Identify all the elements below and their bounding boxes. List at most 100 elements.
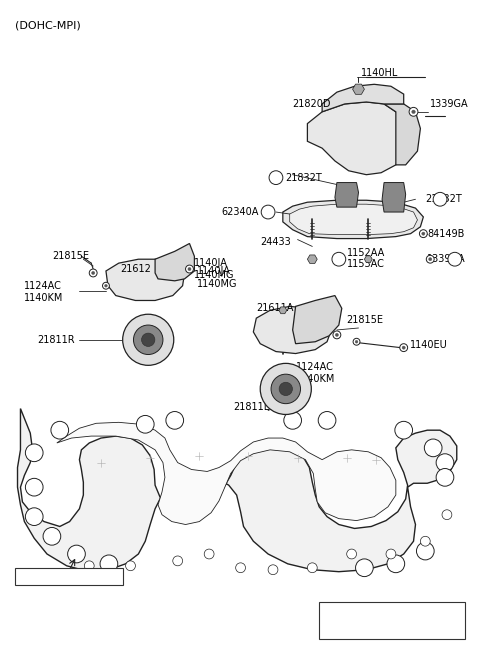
Polygon shape: [17, 409, 457, 572]
Text: 1339GA: 1339GA: [427, 254, 466, 264]
Circle shape: [204, 549, 214, 559]
Polygon shape: [322, 84, 404, 112]
Polygon shape: [283, 200, 423, 238]
Circle shape: [307, 563, 317, 572]
Circle shape: [271, 374, 300, 403]
Circle shape: [123, 314, 174, 365]
Circle shape: [355, 341, 358, 343]
Circle shape: [426, 255, 434, 263]
Text: 21612: 21612: [120, 264, 152, 274]
Text: 1140JA: 1140JA: [197, 266, 231, 276]
Text: REF.60-624 B: REF.60-624 B: [19, 569, 84, 578]
Text: THE NO. 21830  :①~④: THE NO. 21830 :①~④: [327, 629, 436, 640]
Text: 1124AC: 1124AC: [24, 281, 62, 291]
Text: 1140HL: 1140HL: [361, 67, 399, 77]
Circle shape: [166, 411, 183, 429]
Text: 21815E: 21815E: [347, 315, 384, 325]
Circle shape: [25, 508, 43, 525]
Circle shape: [386, 549, 396, 559]
Circle shape: [409, 107, 418, 116]
Text: NOTE: NOTE: [327, 615, 355, 624]
Circle shape: [356, 559, 373, 576]
Circle shape: [142, 333, 155, 346]
Polygon shape: [384, 104, 420, 165]
Circle shape: [25, 444, 43, 462]
Polygon shape: [290, 204, 418, 234]
Circle shape: [333, 331, 341, 339]
Text: 62340A: 62340A: [221, 207, 258, 217]
Circle shape: [260, 364, 312, 415]
Circle shape: [92, 271, 95, 274]
Polygon shape: [155, 244, 194, 281]
Text: 24433: 24433: [260, 236, 291, 246]
Text: 84149B: 84149B: [427, 229, 465, 238]
Polygon shape: [335, 183, 359, 207]
Circle shape: [268, 565, 278, 574]
Polygon shape: [106, 259, 185, 301]
Circle shape: [436, 454, 454, 472]
Circle shape: [236, 563, 245, 572]
Circle shape: [422, 232, 425, 235]
Text: 21832T: 21832T: [285, 173, 322, 183]
Circle shape: [448, 252, 462, 266]
Polygon shape: [382, 183, 406, 212]
Circle shape: [261, 205, 275, 219]
Circle shape: [188, 267, 191, 271]
Circle shape: [51, 421, 69, 439]
Circle shape: [442, 510, 452, 519]
Circle shape: [347, 549, 357, 559]
Circle shape: [402, 346, 405, 349]
Circle shape: [284, 411, 301, 429]
Text: ②: ②: [437, 195, 444, 204]
Circle shape: [387, 555, 405, 572]
Circle shape: [173, 556, 182, 566]
Circle shape: [43, 527, 61, 545]
Text: 1140MG: 1140MG: [194, 270, 235, 280]
Text: 1140KM: 1140KM: [296, 374, 335, 384]
Circle shape: [269, 171, 283, 185]
Circle shape: [412, 110, 415, 113]
Circle shape: [417, 542, 434, 560]
Circle shape: [353, 339, 360, 345]
Text: ③: ③: [451, 255, 458, 264]
Text: 21815E: 21815E: [52, 252, 89, 261]
Text: 1140MG: 1140MG: [197, 279, 238, 289]
Circle shape: [424, 439, 442, 457]
Text: 1153AC: 1153AC: [347, 259, 384, 269]
Text: ④: ④: [336, 255, 342, 264]
FancyBboxPatch shape: [14, 568, 123, 586]
Circle shape: [126, 561, 135, 571]
FancyBboxPatch shape: [319, 602, 465, 639]
Circle shape: [133, 325, 163, 354]
Text: 1140EU: 1140EU: [409, 340, 447, 350]
Circle shape: [186, 265, 193, 273]
Polygon shape: [307, 102, 404, 175]
Circle shape: [89, 269, 97, 277]
Text: 21820D: 21820D: [293, 99, 331, 109]
Text: 1339GA: 1339GA: [430, 99, 469, 109]
Text: 1124AC: 1124AC: [296, 362, 334, 372]
Text: 21811L: 21811L: [234, 402, 270, 411]
Circle shape: [336, 333, 338, 337]
Polygon shape: [364, 256, 372, 263]
Circle shape: [429, 257, 432, 261]
Circle shape: [332, 252, 346, 266]
Circle shape: [100, 555, 118, 572]
Text: ②: ②: [273, 173, 279, 182]
Text: ①: ①: [264, 208, 272, 217]
Polygon shape: [353, 84, 364, 94]
Circle shape: [84, 561, 94, 571]
Text: 21811R: 21811R: [37, 335, 75, 345]
Text: 1152AA: 1152AA: [347, 248, 385, 258]
Text: 21611A: 21611A: [256, 303, 294, 313]
Text: (DOHC-MPI): (DOHC-MPI): [14, 20, 80, 30]
Circle shape: [103, 282, 109, 289]
Circle shape: [279, 383, 292, 396]
Circle shape: [136, 415, 154, 433]
Circle shape: [105, 284, 108, 287]
Polygon shape: [307, 255, 317, 263]
Circle shape: [436, 468, 454, 486]
Text: 21832T: 21832T: [425, 195, 462, 204]
Polygon shape: [279, 307, 287, 314]
Circle shape: [395, 421, 412, 439]
